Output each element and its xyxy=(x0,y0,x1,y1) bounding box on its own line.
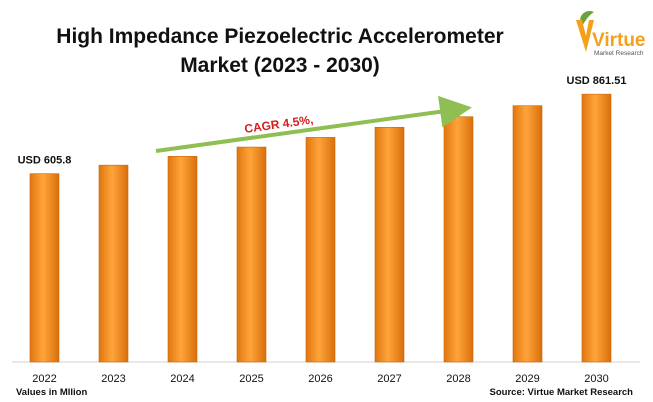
x-tick-2024: 2024 xyxy=(170,373,194,385)
bar-2026 xyxy=(305,137,336,363)
x-tick-labels: 2022 2023 2024 2025 2026 2027 2028 2029 2030 xyxy=(32,373,608,385)
x-tick-2025: 2025 xyxy=(239,373,263,385)
bars-group xyxy=(29,93,612,363)
bar-2025 xyxy=(236,146,267,363)
x-tick-2022: 2022 xyxy=(32,373,56,385)
data-label-2022: USD 605.8 xyxy=(18,155,72,167)
x-tick-2027: 2027 xyxy=(377,373,401,385)
units-note: Values in Mllion xyxy=(16,387,88,398)
x-tick-2029: 2029 xyxy=(515,373,539,385)
source-note: Source: Virtue Market Research xyxy=(489,387,633,398)
x-tick-2023: 2023 xyxy=(101,373,125,385)
bar-2022 xyxy=(29,173,60,363)
chart-title-line1: High Impedance Piezoelectric Acceleromet… xyxy=(56,25,504,48)
bar-2029 xyxy=(512,105,543,363)
virtue-logo: Virtue Market Research xyxy=(576,10,646,57)
x-tick-2030: 2030 xyxy=(584,373,608,385)
data-label-2030: USD 861.51 xyxy=(567,75,627,87)
logo-leaf-icon xyxy=(580,10,594,26)
chart-title: High Impedance Piezoelectric Acceleromet… xyxy=(30,22,530,80)
data-labels: USD 605.8 USD 861.51 xyxy=(18,75,627,167)
logo-text: Virtue xyxy=(592,30,646,51)
logo-subtext: Market Research xyxy=(594,50,644,57)
x-tick-2026: 2026 xyxy=(308,373,332,385)
logo-v-icon xyxy=(576,20,594,52)
x-tick-2028: 2028 xyxy=(446,373,470,385)
chart-title-line2: Market (2023 - 2030) xyxy=(180,54,380,77)
bar-2030 xyxy=(581,93,612,363)
bar-2023 xyxy=(98,164,129,363)
cagr-arrow xyxy=(155,95,472,153)
bar-2028 xyxy=(443,116,474,363)
bar-2024 xyxy=(167,156,198,363)
bar-2027 xyxy=(374,126,405,363)
